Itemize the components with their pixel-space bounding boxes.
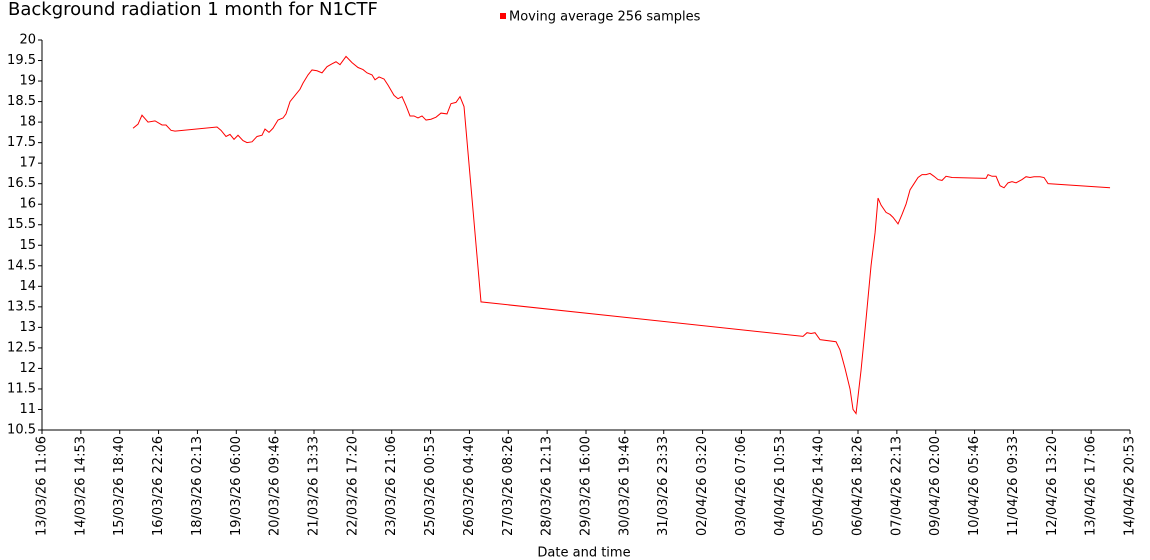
- legend-swatch: [500, 13, 506, 19]
- x-tick-label: 07/04/26 22:13: [889, 436, 904, 536]
- y-tick-label: 17: [19, 156, 36, 171]
- x-tick-label: 16/03/26 22:26: [151, 436, 166, 536]
- x-tick-label: 21/03/26 13:33: [307, 436, 322, 536]
- x-tick-label: 28/03/26 12:13: [540, 436, 555, 536]
- x-tick-label: 27/03/26 08:26: [501, 436, 516, 536]
- x-tick-label: 14/04/26 20:53: [1123, 436, 1138, 536]
- y-tick-label: 15.5: [7, 217, 36, 232]
- y-tick-label: 17.5: [7, 135, 36, 150]
- y-tick-label: 18.5: [7, 94, 36, 109]
- x-tick-label: 03/04/26 07:06: [734, 436, 749, 536]
- y-tick-label: 18: [19, 115, 36, 130]
- y-tick-label: 16: [19, 197, 36, 212]
- y-tick-label: 13.5: [7, 299, 36, 314]
- x-tick-label: 04/04/26 10:53: [773, 436, 788, 536]
- y-tick-label: 12.5: [7, 340, 36, 355]
- y-tick-label: 16.5: [7, 176, 36, 191]
- x-tick-label: 05/04/26 14:40: [812, 436, 827, 536]
- y-tick-label: 13: [19, 320, 36, 335]
- x-tick-label: 10/04/26 05:46: [967, 436, 982, 536]
- y-tick-label: 15: [19, 238, 36, 253]
- x-tick-label: 06/04/26 18:26: [850, 436, 865, 536]
- data-line: [132, 55, 1111, 415]
- x-tick-label: 30/03/26 19:46: [617, 436, 632, 536]
- y-tick-label: 14.5: [7, 258, 36, 273]
- x-tick-label: 31/03/26 23:33: [656, 436, 671, 536]
- x-tick-label: 14/03/26 14:53: [73, 436, 88, 536]
- y-tick-label: 11.5: [7, 381, 36, 396]
- x-tick-label: 25/03/26 00:53: [423, 436, 438, 536]
- x-tick-label: 19/03/26 06:00: [229, 436, 244, 536]
- x-tick-label: 18/03/26 02:13: [190, 436, 205, 536]
- x-tick-label: 11/04/26 09:33: [1006, 436, 1021, 536]
- y-tick-label: 20: [19, 33, 36, 48]
- y-tick-label: 14: [19, 279, 36, 294]
- legend-label: Moving average 256 samples: [509, 10, 701, 25]
- x-tick-label: 12/04/26 13:20: [1045, 436, 1060, 536]
- x-tick-label: 22/03/26 17:20: [345, 436, 360, 536]
- x-tick-label: 02/04/26 03:20: [695, 436, 710, 536]
- x-tick-label: 09/04/26 02:00: [928, 436, 943, 536]
- x-tick-label: 26/03/26 04:40: [462, 436, 477, 536]
- y-tick-label: 19: [19, 74, 36, 89]
- y-tick-label: 11: [19, 402, 36, 417]
- x-tick-label: 13/03/26 11:06: [35, 436, 50, 536]
- chart-title: Background radiation 1 month for N1CTF: [8, 0, 378, 20]
- x-axis-title: Date and time: [537, 546, 630, 560]
- x-tick-label: 20/03/26 09:46: [268, 436, 283, 536]
- y-tick-label: 12: [19, 361, 36, 376]
- x-tick-label: 15/03/26 18:40: [112, 436, 127, 536]
- x-tick-label: 23/03/26 21:06: [384, 436, 399, 536]
- y-tick-label: 10.5: [7, 423, 36, 438]
- y-tick-label: 19.5: [7, 53, 36, 68]
- x-tick-label: 29/03/26 16:00: [579, 436, 594, 536]
- x-tick-label: 13/04/26 17:06: [1084, 436, 1099, 536]
